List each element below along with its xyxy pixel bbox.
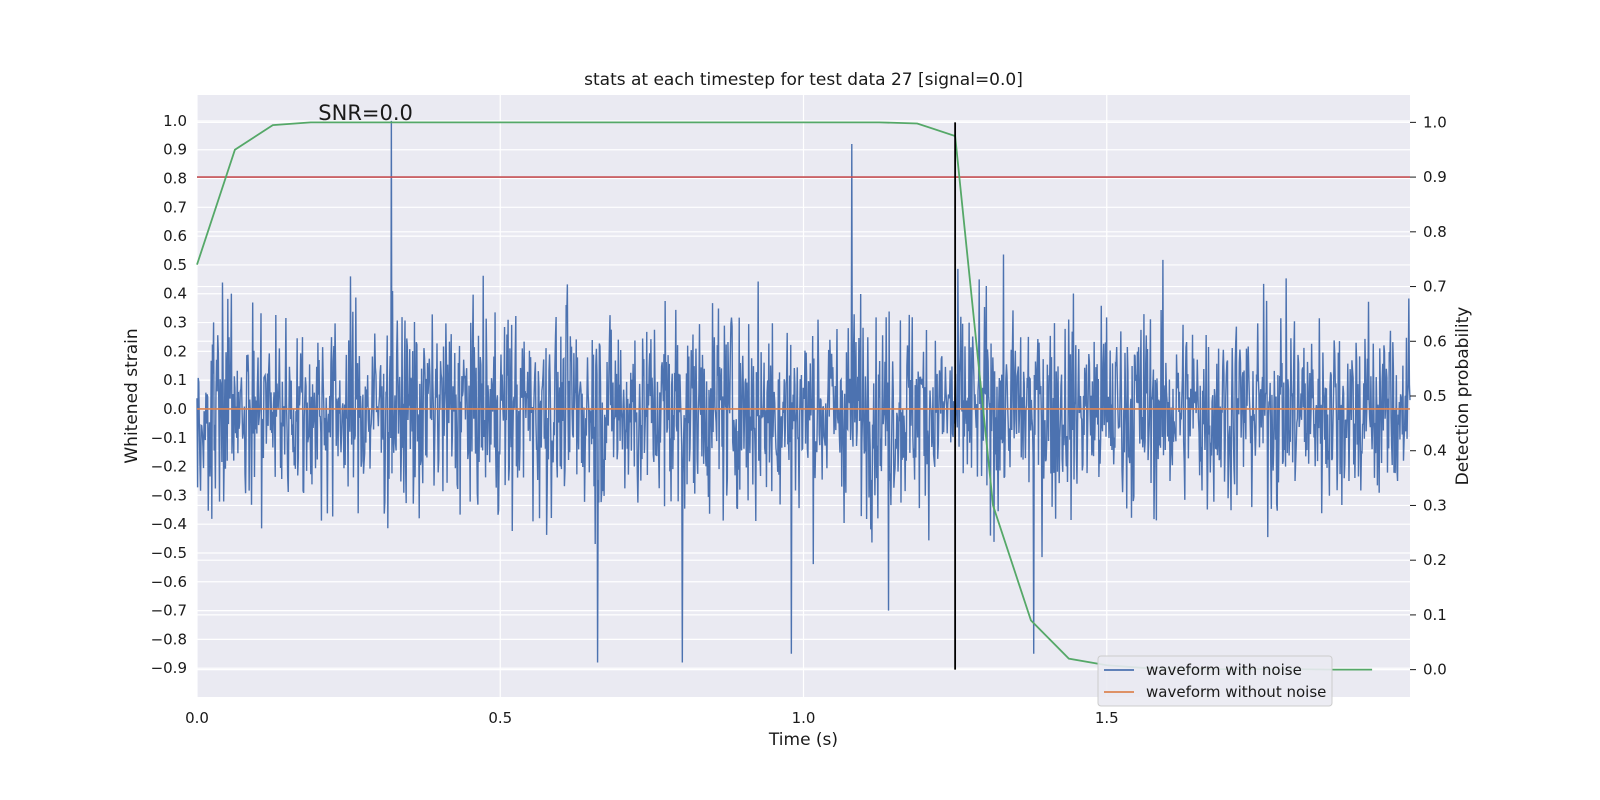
y-tick-label: −0.1 [151,429,187,447]
y-axis-label: Whitened strain [122,328,142,463]
y-tick-label: 0.5 [163,256,187,274]
y-tick-label: 1.0 [163,112,187,130]
y-tick-label: 0.9 [163,141,187,159]
legend-box [1097,655,1333,707]
x-tick-label: 0.0 [185,709,209,727]
y-right-tick-label: 1.0 [1423,113,1447,131]
y-right-tick-label: 0.8 [1423,223,1447,241]
y-tick-label: −0.8 [151,630,187,648]
noisy-waveform-line [196,120,1411,663]
y-tick-label: 0.0 [163,400,187,418]
y-tick-label: 0.1 [163,371,187,389]
legend: waveform with noise waveform without nois… [1097,655,1333,707]
y-tick-label: −0.5 [151,544,187,562]
y-right-tick-label: 0.6 [1423,332,1447,350]
legend-entry-label: waveform with noise [1146,661,1302,679]
y-tick-label: −0.7 [151,602,187,620]
y-tick-label: −0.9 [151,659,187,677]
y-axis-right-label: Detection probability [1453,307,1473,486]
y-tick-label: −0.2 [151,458,187,476]
y-right-tick-label: 0.0 [1423,661,1447,679]
y-tick-label: 0.2 [163,342,187,360]
y-right-tick-label: 0.1 [1423,606,1447,624]
x-axis-label: Time (s) [768,730,838,750]
legend-entry-label: waveform without noise [1146,683,1326,701]
x-tick-label: 0.5 [488,709,512,727]
y-tick-label: 0.3 [163,314,187,332]
y-right-tick-label: 0.4 [1423,442,1447,460]
y-right-tick-label: 0.9 [1423,168,1447,186]
chart-title: stats at each timestep for test data 27 … [584,70,1023,90]
axes: 0.0 0.5 1.0 1.5 1.0 0.9 0.8 0.7 0.6 0.5 0.4 0.3 0.2 0… [151,112,1447,727]
y-tick-label: −0.4 [151,515,187,533]
snr-annotation: SNR=0.0 [318,101,413,125]
y-tick-label: 0.4 [163,285,187,303]
x-tick-label: 1.5 [1095,709,1119,727]
y-right-tick-label: 0.5 [1423,387,1447,405]
y-tick-label: 0.8 [163,170,187,188]
y-right-tick-label: 0.3 [1423,496,1447,514]
y-tick-label: −0.3 [151,486,187,504]
y-tick-label: 0.7 [163,198,187,216]
x-tick-label: 1.0 [792,709,816,727]
y-right-tick-label: 0.2 [1423,551,1447,569]
y-tick-label: 0.6 [163,227,187,245]
y-right-tick-label: 0.7 [1423,278,1447,296]
y-tick-label: −0.6 [151,573,187,591]
